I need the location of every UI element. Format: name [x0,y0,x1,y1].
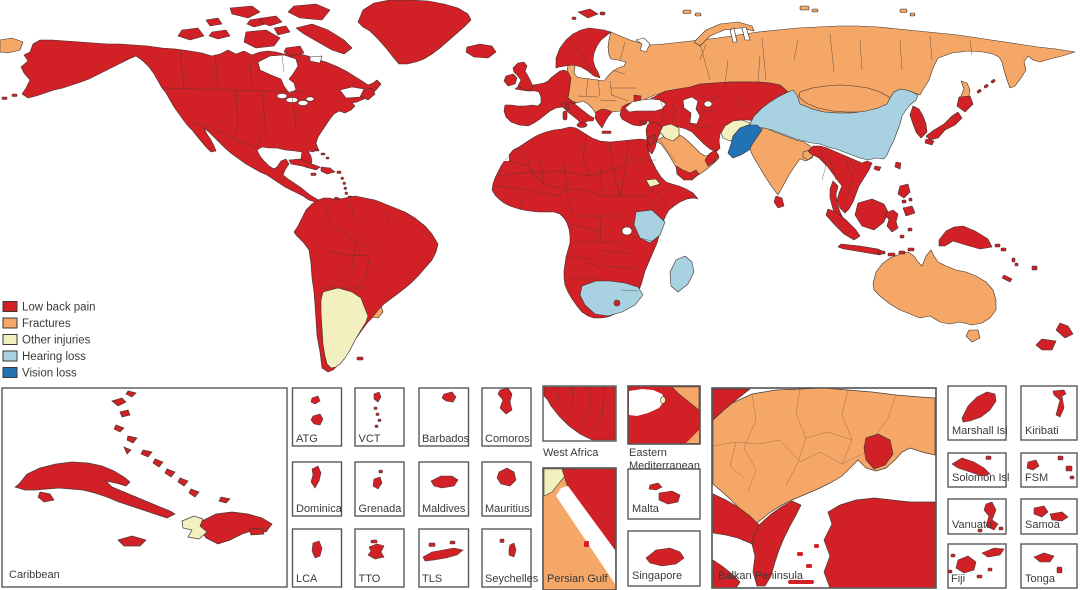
svg-text:Tonga: Tonga [1025,573,1056,585]
svg-text:ATG: ATG [296,433,318,445]
svg-text:Dominica: Dominica [296,503,343,515]
svg-text:Barbados: Barbados [422,433,470,445]
svg-text:Fractures: Fractures [22,318,71,330]
svg-text:Singapore: Singapore [632,570,682,582]
svg-text:Maldives: Maldives [422,503,466,515]
svg-text:Kiribati: Kiribati [1025,425,1059,437]
svg-text:Marshall Isl: Marshall Isl [952,425,1008,437]
svg-text:Other injuries: Other injuries [22,335,91,347]
svg-text:Hearing loss: Hearing loss [22,351,86,363]
svg-text:Low back pain: Low back pain [22,302,96,314]
svg-text:Comoros: Comoros [485,433,530,445]
svg-text:VCT: VCT [359,433,381,445]
svg-text:Seychelles: Seychelles [485,573,539,585]
svg-text:TLS: TLS [422,573,442,585]
svg-text:FSM: FSM [1025,472,1048,484]
svg-text:Balkan Peninsula: Balkan Peninsula [718,570,804,582]
svg-text:Grenada: Grenada [359,503,403,515]
svg-text:Mauritius: Mauritius [485,503,530,515]
svg-text:Solomon Isl: Solomon Isl [952,472,1009,484]
svg-text:Persian Gulf: Persian Gulf [547,573,608,585]
svg-text:TTO: TTO [359,573,381,585]
svg-text:Vision loss: Vision loss [22,368,77,380]
svg-text:Vanuatu: Vanuatu [952,519,992,531]
svg-text:West Africa: West Africa [543,447,599,459]
svg-text:Fiji: Fiji [951,573,965,585]
svg-text:Malta: Malta [632,503,660,515]
svg-text:Caribbean: Caribbean [9,569,60,581]
svg-text:Eastern: Eastern [629,447,667,459]
svg-text:Samoa: Samoa [1025,519,1061,531]
svg-text:LCA: LCA [296,573,318,585]
